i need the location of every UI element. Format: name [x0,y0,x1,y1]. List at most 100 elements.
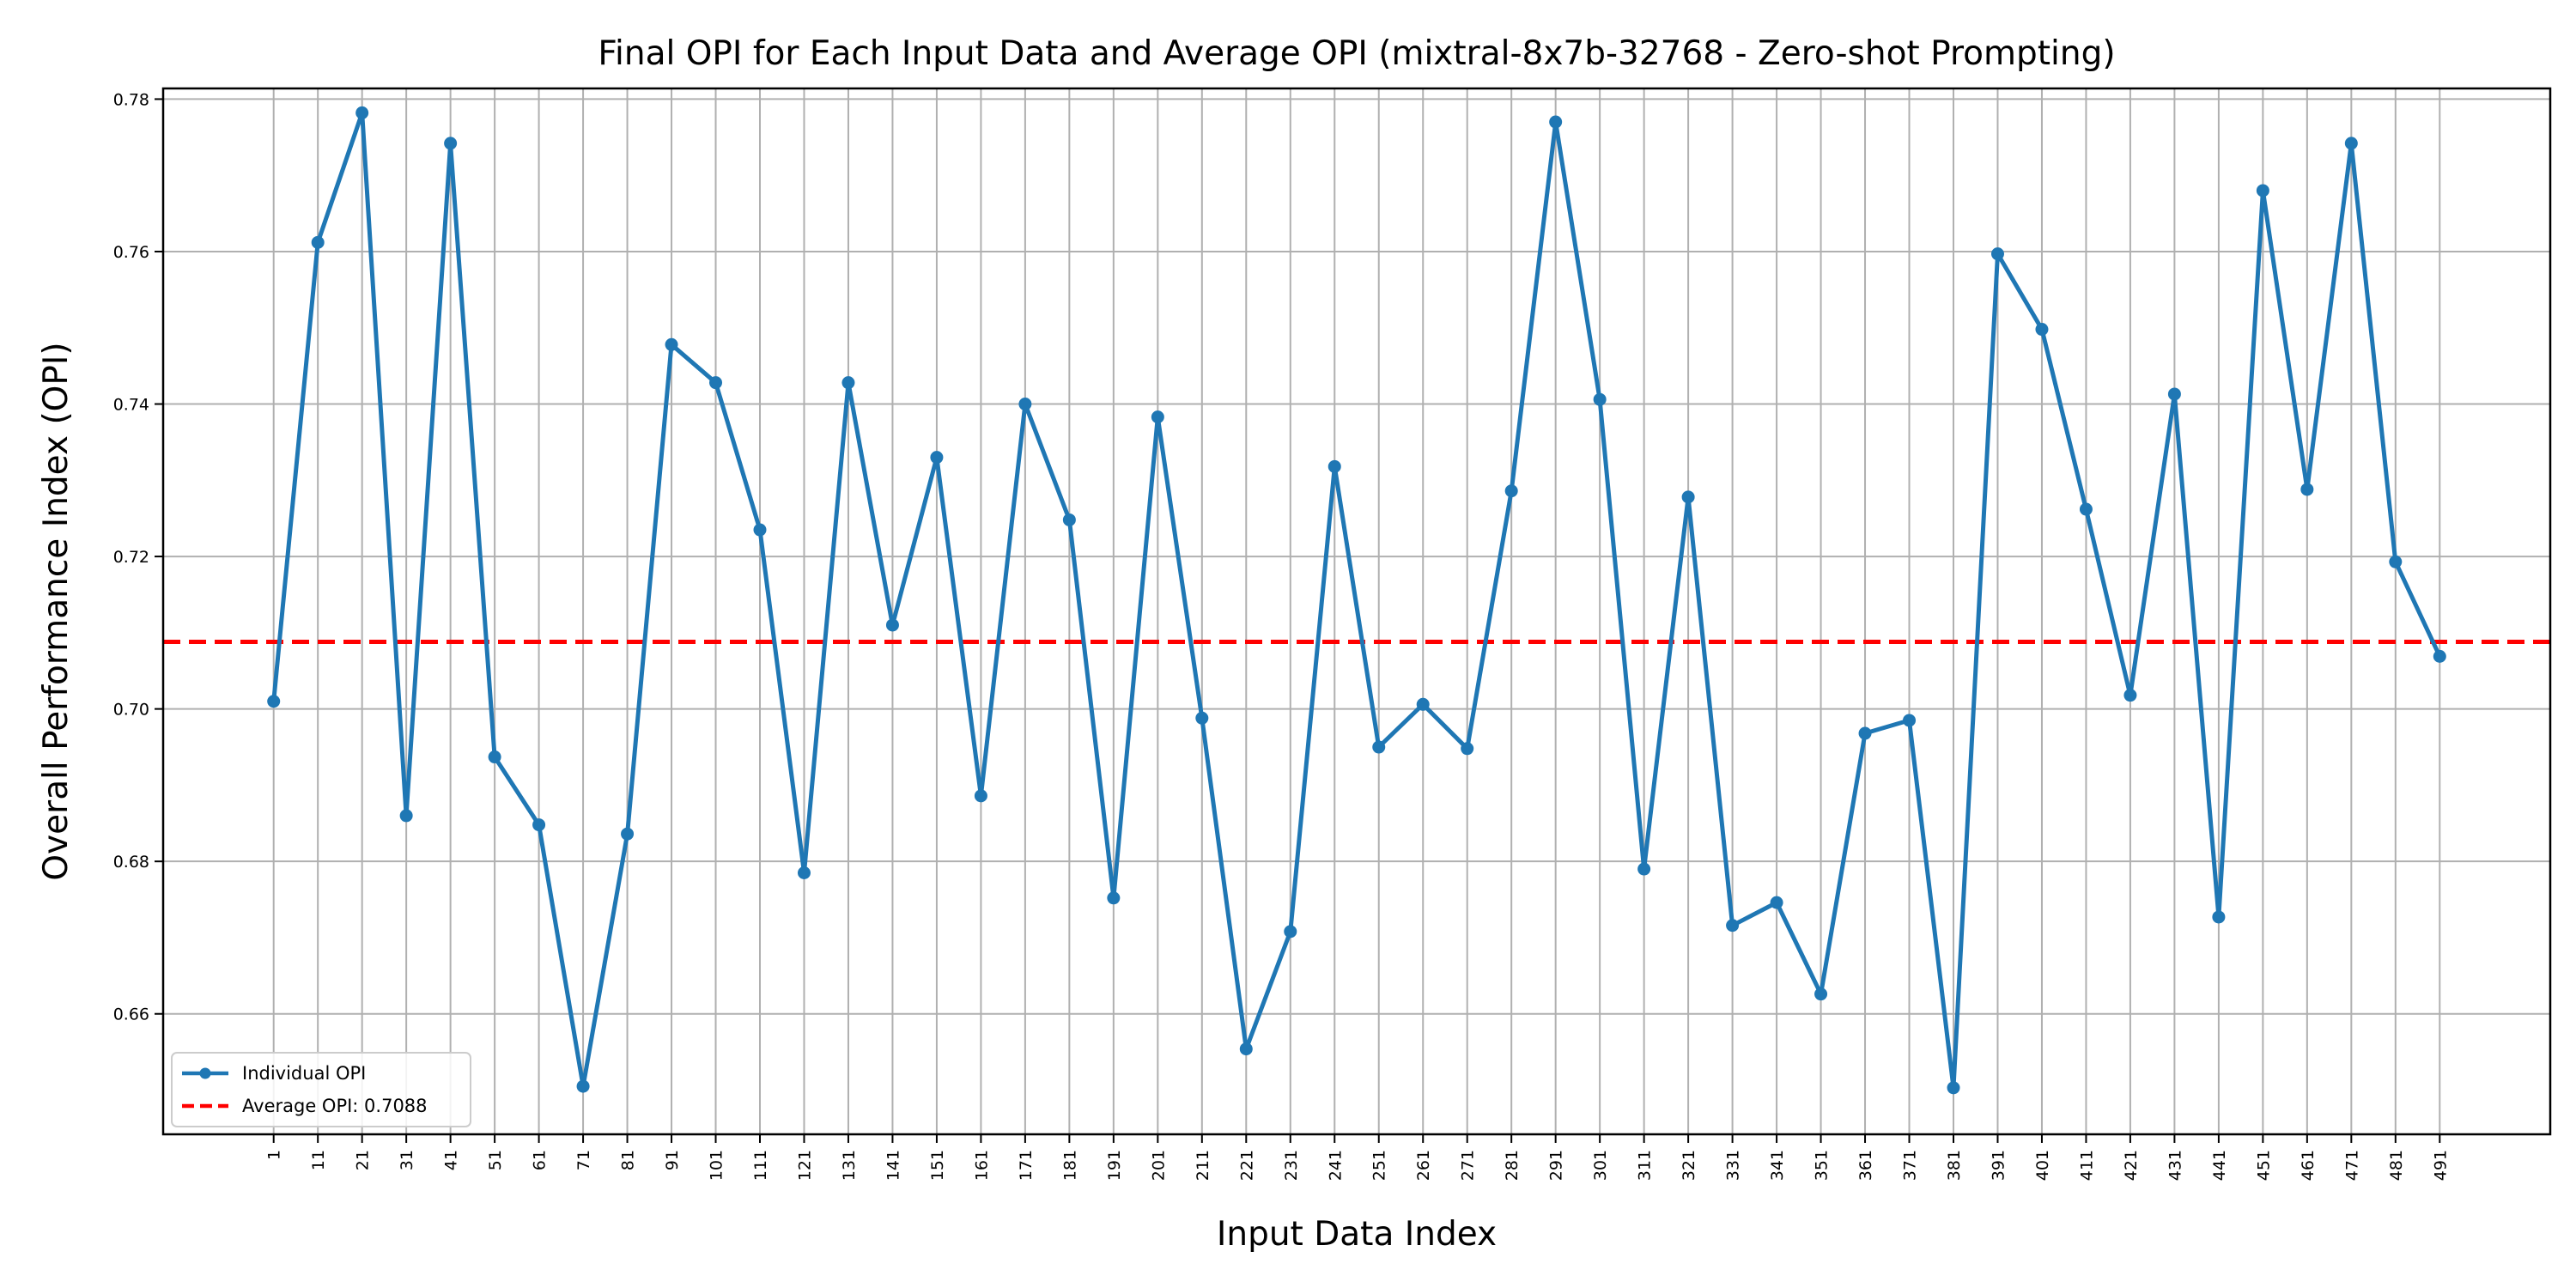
x-tick-label: 151 [928,1150,947,1181]
data-point [2433,649,2446,663]
data-point [1593,392,1607,406]
x-tick-label: 201 [1149,1150,1168,1181]
x-tick-label: 321 [1680,1150,1698,1181]
data-point [1195,711,1209,725]
x-tick-label: 441 [2210,1150,2229,1181]
x-tick-label: 71 [574,1150,593,1170]
grid-lines [163,88,2550,1134]
data-point [885,618,899,632]
x-tick-label: 421 [2122,1150,2141,1181]
data-point [1107,891,1121,905]
x-tick-label: 141 [884,1150,902,1181]
data-point [753,523,767,537]
x-tick-label: 311 [1636,1150,1655,1181]
data-point [621,827,635,841]
data-point [2389,555,2403,568]
x-tick-label: 281 [1503,1150,1522,1181]
x-tick-label: 371 [1901,1150,1920,1181]
data-point [1416,697,1430,711]
x-tick-label: 171 [1017,1150,1036,1181]
data-point [576,1079,590,1093]
data-point [399,809,413,823]
x-tick-label: 51 [486,1150,505,1170]
x-tick-label: 11 [309,1150,328,1170]
data-point [2123,689,2137,702]
x-tick-label: 191 [1105,1150,1124,1181]
x-tick-label: 181 [1060,1150,1079,1181]
y-axis-title: Overall Performance Index (OPI) [37,342,76,880]
y-axis-ticks: 0.66 0.68 0.70 0.72 0.74 0.76 0.78 [113,90,163,1024]
x-tick-label: 231 [1282,1150,1301,1181]
x-tick-label: 481 [2387,1150,2406,1181]
data-point [2256,184,2269,197]
x-tick-label: 131 [840,1150,859,1181]
data-point [444,137,458,150]
x-tick-label: 21 [354,1150,373,1170]
data-point [665,337,678,351]
data-point [797,866,811,879]
data-point [1284,925,1297,939]
y-tick-label: 0.70 [113,701,149,720]
data-point [1726,919,1740,933]
x-tick-label: 121 [795,1150,814,1181]
data-point [267,695,281,708]
x-tick-label: 31 [398,1150,416,1170]
data-point [532,818,546,832]
x-tick-label: 331 [1724,1150,1743,1181]
data-point [1947,1081,1960,1095]
y-tick-label: 0.74 [113,396,149,415]
data-point [1549,115,1563,129]
plot-area-frame [161,87,2552,1136]
data-point [1814,987,1828,1001]
legend-label-average-opi: Average OPI: 0.7088 [242,1096,428,1116]
x-tick-label: 341 [1768,1150,1787,1181]
y-tick-label: 0.68 [113,853,149,872]
data-point [2167,387,2181,401]
data-point [1018,398,1032,411]
legend-label-individual-opi: Individual OPI [242,1063,366,1084]
legend-frame [171,1052,471,1127]
x-tick-label: 211 [1194,1150,1212,1181]
x-tick-label: 241 [1326,1150,1345,1181]
data-point [974,789,987,803]
x-tick-label: 101 [708,1150,726,1181]
legend: Individual OPI Average OPI: 0.7088 [171,1052,471,1127]
data-point [709,376,723,390]
data-point [841,376,855,390]
x-axis-title: Input Data Index [1217,1215,1497,1254]
data-point [2300,483,2314,496]
data-point [488,750,501,764]
data-point [2079,502,2093,516]
y-tick-label: 0.76 [113,243,149,262]
data-point [1903,714,1917,727]
chart-title: Final OPI for Each Input Data and Averag… [598,34,2115,73]
data-point [930,451,944,465]
x-tick-label: 251 [1370,1150,1389,1181]
x-tick-label: 491 [2431,1150,2450,1181]
x-tick-label: 161 [972,1150,991,1181]
x-tick-label: 361 [1856,1150,1875,1181]
data-point [2212,910,2226,924]
x-tick-label: 261 [1414,1150,1433,1181]
x-tick-label: 351 [1813,1150,1832,1181]
legend-marker-individual-opi [199,1067,211,1079]
data-point [2035,323,2049,337]
x-tick-label: 471 [2342,1150,2361,1181]
data-point [1239,1042,1253,1056]
x-tick-label: 391 [1989,1150,2008,1181]
data-point [1990,247,2004,261]
y-tick-label: 0.66 [113,1005,149,1024]
x-tick-label: 461 [2299,1150,2318,1181]
x-tick-label: 61 [531,1150,550,1170]
data-point [311,235,325,249]
x-tick-label: 451 [2254,1150,2273,1181]
x-tick-label: 111 [751,1150,770,1181]
data-point [1461,742,1474,756]
x-tick-label: 431 [2166,1150,2184,1181]
x-tick-label: 91 [663,1150,682,1170]
x-tick-label: 221 [1237,1150,1256,1181]
x-tick-label: 411 [2077,1150,2096,1181]
y-tick-label: 0.78 [113,90,149,109]
data-point [1372,740,1386,754]
data-point [2344,137,2358,150]
